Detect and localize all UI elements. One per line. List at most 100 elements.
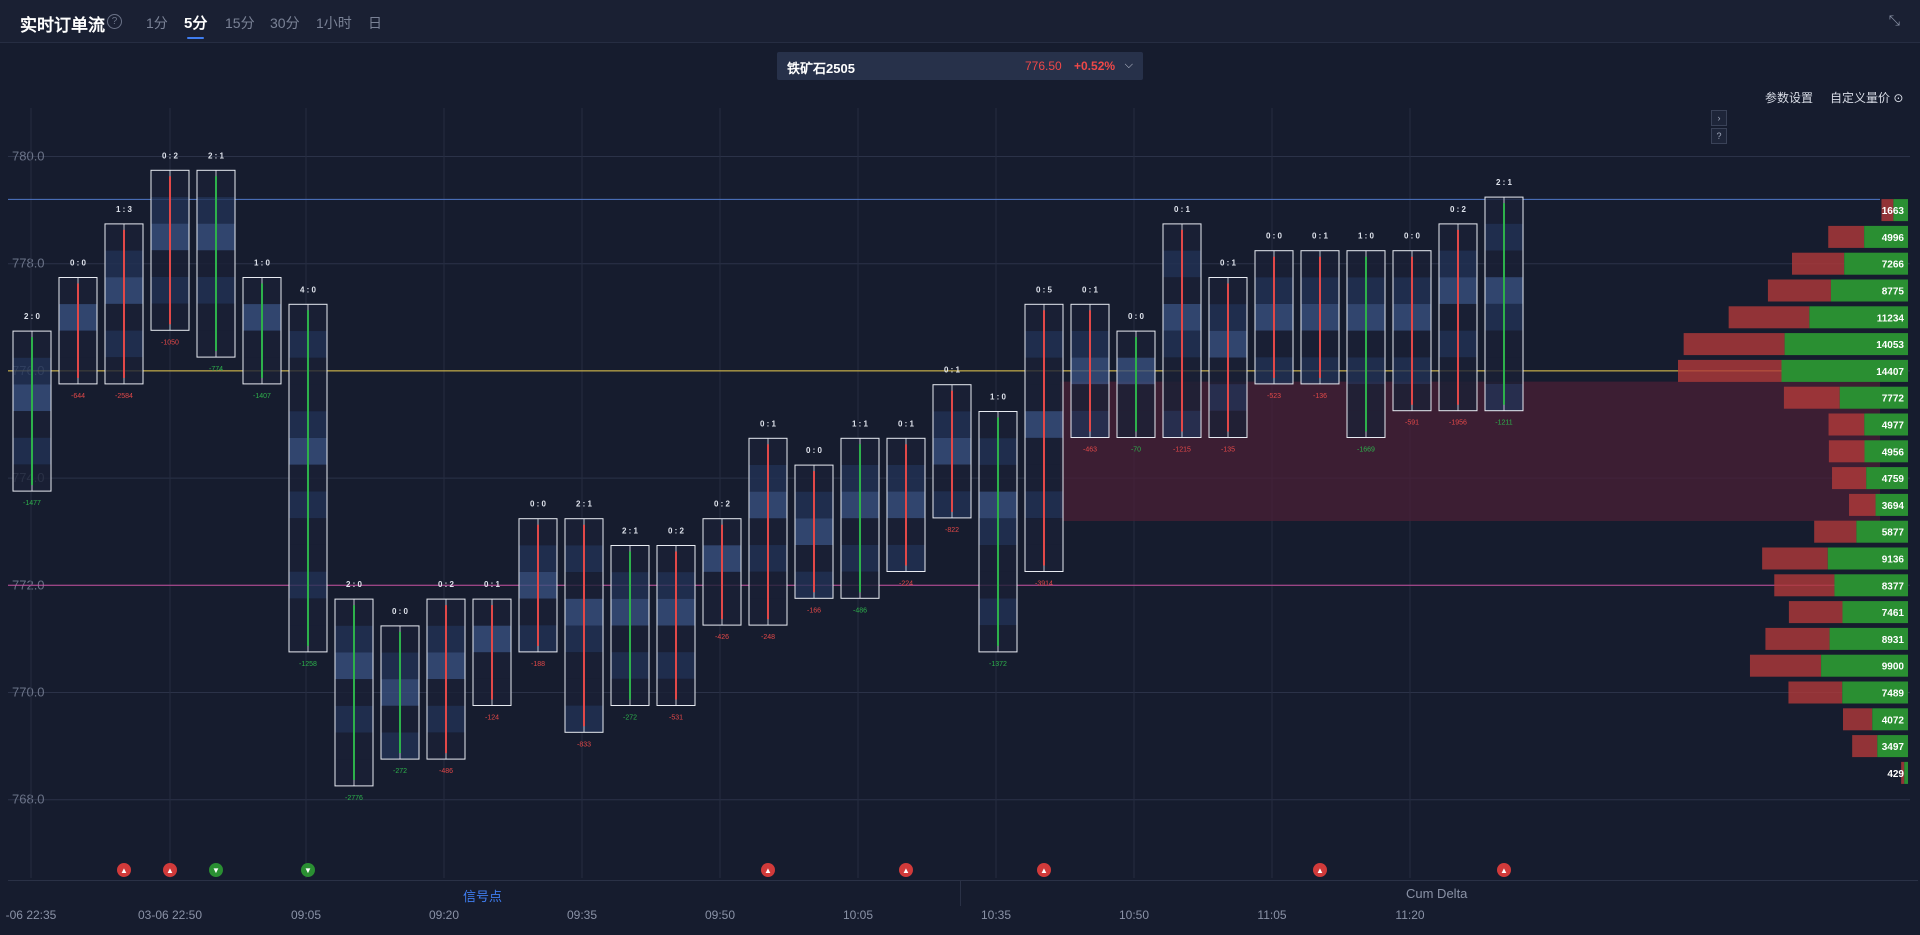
volume-profile-ask	[1852, 735, 1878, 758]
volume-profile-ask	[1728, 306, 1810, 329]
volume-profile-bid	[1893, 199, 1908, 222]
volume-profile-bid	[1864, 225, 1908, 248]
tab-day[interactable]: 日	[368, 15, 382, 31]
bar-delta-label: -1669	[1357, 447, 1375, 454]
volume-profile-label: 8775	[1882, 287, 1905, 298]
time-tick-label: 11:20	[1395, 908, 1424, 922]
imbalance-ratio-label: 0 : 0	[1266, 232, 1283, 241]
expand-arrow-icon[interactable]: ›	[1711, 110, 1727, 126]
imbalance-ratio-label: 2 : 1	[622, 527, 639, 536]
volume-profile-ask	[1881, 199, 1894, 222]
imbalance-ratio-label: 1 : 1	[852, 419, 869, 428]
volume-profile-label: 429	[1887, 769, 1904, 780]
volume-profile-label: 9900	[1882, 662, 1905, 673]
imbalance-ratio-label: 2 : 0	[346, 580, 363, 589]
volume-profile-label: 4759	[1882, 474, 1905, 485]
chevron-down-icon: ⌵	[1124, 59, 1133, 71]
imbalance-ratio-label: 0 : 0	[1404, 232, 1421, 241]
bar-delta-label: -833	[577, 741, 591, 748]
volume-profile-label: 4072	[1882, 715, 1905, 726]
time-tick-label: 09:50	[705, 908, 735, 922]
signal-marker	[301, 863, 315, 877]
collapse-icon[interactable]: ⤡	[1888, 12, 1900, 28]
symbol-selector[interactable]: 铁矿石2505 776.50 +0.52% ⌵	[777, 52, 1143, 80]
symbol-change: +0.52%	[1074, 59, 1116, 73]
time-tick-label: 09:20	[429, 908, 459, 922]
imbalance-ratio-label: 1 : 0	[254, 259, 271, 268]
bar-delta-label: -136	[1313, 393, 1327, 400]
volume-profile-ask	[1678, 359, 1782, 382]
imbalance-ratio-label: 1 : 0	[1358, 232, 1375, 241]
bar-delta-label: -124	[485, 715, 499, 722]
volume-profile-label: 8931	[1882, 635, 1905, 646]
volume-profile-bid	[1839, 386, 1908, 409]
help-icon[interactable]: ?	[107, 14, 122, 29]
imbalance-ratio-label: 0 : 0	[530, 500, 547, 509]
imbalance-ratio-label: 0 : 2	[162, 151, 179, 160]
cum-delta-tab[interactable]: Cum Delta	[1406, 886, 1468, 901]
bar-delta-label: -1215	[1173, 447, 1191, 454]
imbalance-ratio-label: 2 : 0	[24, 312, 41, 321]
time-tick-label: 09:05	[291, 908, 321, 922]
tab-1min[interactable]: 1分	[146, 15, 168, 31]
volume-profile-bid	[1872, 708, 1908, 731]
volume-profile-ask	[1832, 467, 1867, 490]
question-icon[interactable]: ?	[1711, 128, 1727, 144]
volume-profile-ask	[1828, 225, 1865, 248]
tab-30min[interactable]: 30分	[270, 15, 300, 31]
volume-profile-label: 7461	[1882, 608, 1905, 619]
tab-5min[interactable]: 5分	[184, 12, 207, 39]
volume-profile-ask	[1792, 252, 1845, 275]
volume-profile-label: 7772	[1882, 394, 1905, 405]
bar-delta-label: -523	[1267, 393, 1281, 400]
volume-profile-ask	[1774, 574, 1835, 597]
volume-profile-ask	[1749, 654, 1822, 677]
volume-profile-bid	[1829, 627, 1908, 650]
imbalance-ratio-label: 0 : 1	[1220, 259, 1237, 268]
bar-delta-label: -486	[439, 768, 453, 775]
volume-profile-label: 4956	[1882, 447, 1905, 458]
time-tick-label: 10:50	[1119, 908, 1149, 922]
arrow-up-icon: ▲	[764, 866, 772, 875]
volume-profile-bid	[1864, 440, 1908, 463]
volume-profile-bid	[1830, 279, 1908, 302]
volume-profile-label: 3497	[1882, 742, 1905, 753]
imbalance-ratio-label: 1 : 0	[990, 393, 1007, 402]
price-tick-label: 780.0	[12, 149, 45, 164]
volume-profile-ask	[1765, 627, 1830, 650]
volume-profile-label: 7489	[1882, 689, 1905, 700]
imbalance-ratio-label: 0 : 1	[898, 419, 915, 428]
bar-delta-label: -1477	[23, 500, 41, 507]
imbalance-ratio-label: 0 : 1	[1312, 232, 1329, 241]
bottom-panel-bar: 信号点 Cum Delta	[8, 880, 1918, 906]
bar-delta-label: -166	[807, 607, 821, 614]
imbalance-ratio-label: 0 : 2	[438, 580, 455, 589]
volume-profile-ask	[1762, 547, 1828, 570]
volume-profile-bid	[1842, 681, 1908, 704]
imbalance-ratio-label: 0 : 1	[944, 366, 961, 375]
bar-delta-label: -1372	[989, 661, 1007, 668]
time-tick-label: 10:35	[981, 908, 1011, 922]
volume-profile-label: 14407	[1876, 367, 1904, 378]
volume-profile-ask	[1683, 333, 1785, 356]
imbalance-ratio-label: 0 : 0	[70, 259, 87, 268]
signal-marker	[163, 863, 177, 877]
params-settings-link[interactable]: 参数设置	[1765, 91, 1814, 105]
volume-profile-bid	[1875, 493, 1908, 516]
bar-delta-label: -1258	[299, 661, 317, 668]
volume-profile-bid	[1856, 520, 1908, 543]
volume-profile-ask	[1788, 601, 1843, 624]
tab-15min[interactable]: 15分	[225, 15, 255, 31]
tab-1hour[interactable]: 1小时	[316, 15, 352, 31]
signal-points-tab[interactable]: 信号点	[463, 889, 503, 904]
bar-delta-label: -1956	[1449, 420, 1467, 427]
volume-profile-ask	[1814, 520, 1857, 543]
volume-profile-bid	[1809, 306, 1908, 329]
custom-volume-price-label: 自定义量价	[1830, 91, 1891, 105]
bar-delta-label: -463	[1083, 447, 1097, 454]
signal-marker	[209, 863, 223, 877]
custom-volume-price-link[interactable]: 自定义量价 ⊙	[1830, 89, 1903, 106]
volume-profile-ask	[1828, 440, 1865, 463]
bar-delta-label: -272	[393, 768, 407, 775]
